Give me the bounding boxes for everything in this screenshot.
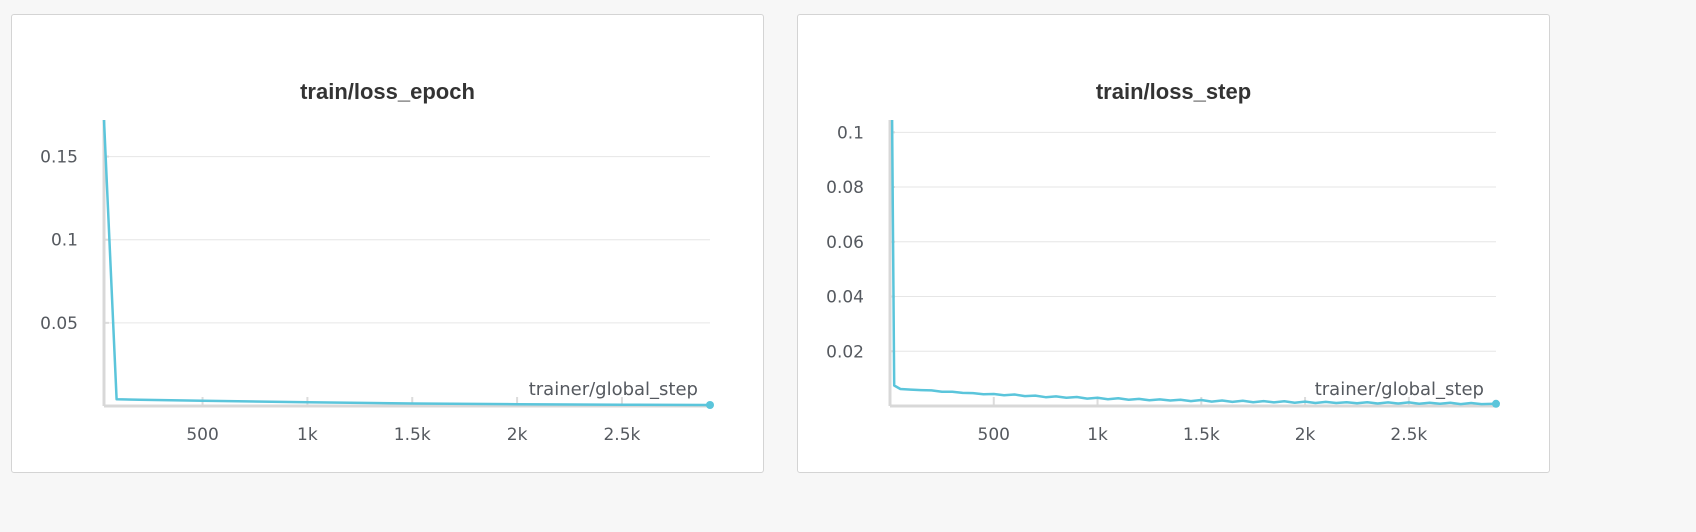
- y-tick-label: 0.04: [826, 288, 864, 308]
- y-tick-label: 0.05: [40, 314, 78, 334]
- x-tick-label: 2k: [507, 425, 528, 445]
- x-tick-label: 2.5k: [603, 425, 640, 445]
- series-line[interactable]: [892, 120, 1496, 404]
- x-tick-label: 1.5k: [394, 425, 431, 445]
- x-axis-title: trainer/global_step: [529, 379, 698, 400]
- x-tick-label: 2.5k: [1390, 425, 1427, 445]
- y-tick-label: 0.08: [826, 178, 864, 198]
- x-tick-label: 1k: [1087, 425, 1108, 445]
- y-tick-label: 0.15: [40, 148, 78, 168]
- x-tick-label: 1k: [297, 425, 318, 445]
- series-line[interactable]: [104, 120, 710, 405]
- y-tick-label: 0.06: [826, 233, 864, 253]
- series-end-point[interactable]: [1492, 400, 1500, 408]
- line-chart-loss-epoch[interactable]: 0.05 0.1 0.15 500 1k 1.5k 2k 2.5k trainer/global…: [12, 15, 765, 474]
- x-axis-title: trainer/global_step: [1315, 379, 1484, 400]
- series-end-point[interactable]: [706, 401, 714, 409]
- x-tick-label: 2k: [1295, 425, 1316, 445]
- x-tick-label: 500: [978, 425, 1010, 445]
- line-chart-loss-step[interactable]: 0.02 0.04 0.06 0.08 0.1 500 1k 1.5k 2k 2.5k traine…: [798, 15, 1551, 474]
- y-tick-label: 0.1: [51, 231, 78, 251]
- chart-panel-loss-epoch: train/loss_epoch 0.05 0.1 0.15 500 1k 1.5k 2k 2…: [11, 14, 764, 473]
- y-tick-label: 0.02: [826, 342, 864, 362]
- chart-panel-loss-step: train/loss_step 0.02 0.04 0.06 0.08 0.1 500 1k…: [797, 14, 1550, 473]
- x-tick-label: 500: [186, 425, 218, 445]
- x-tick-label: 1.5k: [1183, 425, 1220, 445]
- y-tick-label: 0.1: [837, 123, 864, 143]
